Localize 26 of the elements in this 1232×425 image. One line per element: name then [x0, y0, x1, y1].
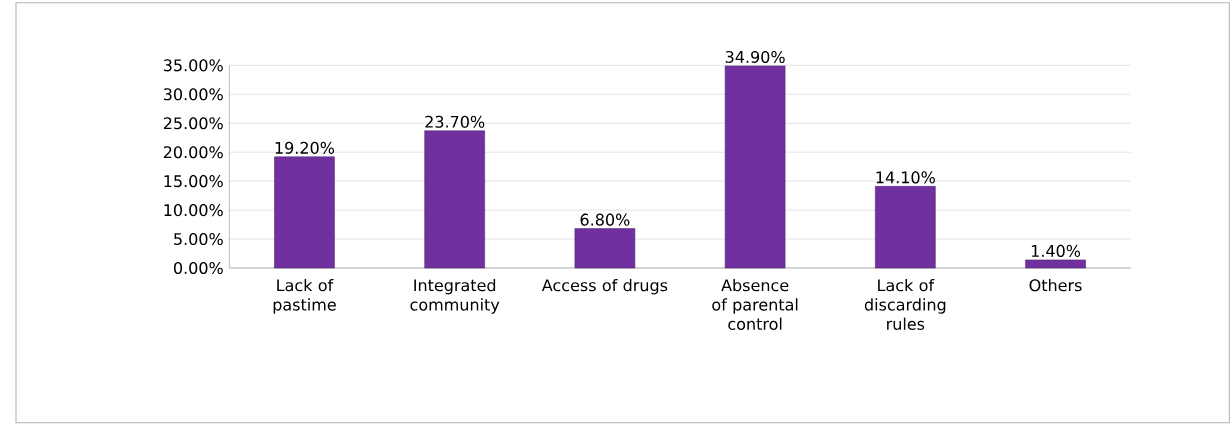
x-tick-label: Absence of parental control [712, 278, 798, 330]
y-tick-label: 0.00% [173, 261, 223, 274]
x-tick-label: Lack of discarding rules [864, 278, 946, 330]
bar [1025, 259, 1086, 269]
bar [724, 65, 786, 269]
y-tick-label: 35.00% [163, 59, 223, 72]
x-tick-label: Lack of pastime [273, 278, 336, 314]
bar [274, 156, 335, 269]
x-tick-label: Others [1029, 278, 1082, 292]
data-label: 1.40% [1031, 244, 1081, 257]
data-label: 34.90% [725, 50, 785, 63]
y-tick-label: 25.00% [163, 117, 223, 130]
y-tick-label: 15.00% [164, 174, 223, 188]
bar [875, 185, 936, 269]
data-label: 14.10% [876, 171, 935, 184]
y-tick-label: 5.00% [174, 232, 223, 245]
data-label: 23.70% [425, 115, 485, 128]
x-tick-label: Integrated community [410, 278, 500, 314]
data-label: 19.20% [275, 141, 335, 154]
data-label: 6.80% [580, 213, 630, 226]
bar [574, 228, 636, 269]
bar [424, 130, 485, 269]
y-tick-label: 10.00% [164, 203, 223, 216]
x-tick-label: Access of drugs [541, 278, 668, 295]
y-tick-label: 20.00% [163, 145, 223, 159]
y-tick-label: 30.00% [163, 88, 223, 101]
